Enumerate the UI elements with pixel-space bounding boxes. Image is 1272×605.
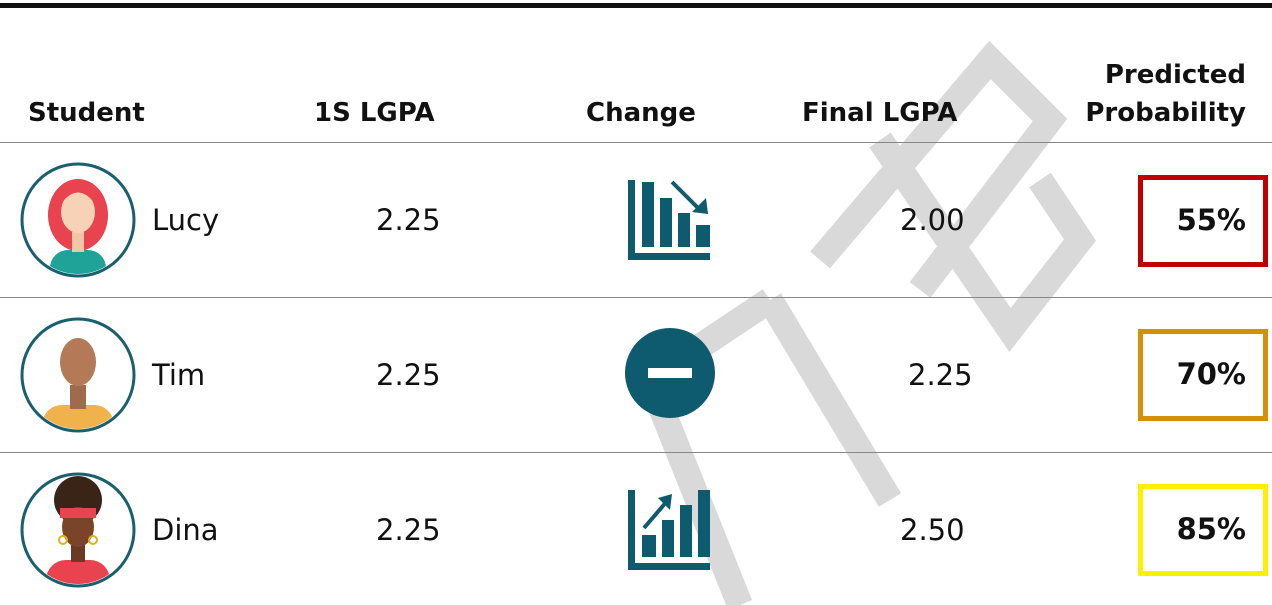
student-name: Lucy: [152, 200, 219, 240]
change-icon-up: [628, 490, 710, 570]
first-lgpa: 2.25: [376, 355, 441, 395]
final-lgpa: 2.50: [900, 510, 965, 550]
change-icon-same: [625, 328, 715, 418]
avatar: [22, 474, 134, 600]
avatar: [22, 164, 134, 290]
probability: 85%: [1177, 512, 1246, 546]
student-name: Tim: [152, 355, 205, 395]
avatar: [22, 319, 134, 445]
page: Student 1S LGPA Change Final LGPA Predic…: [0, 0, 1272, 605]
first-lgpa: 2.25: [376, 510, 441, 550]
first-lgpa: 2.25: [376, 200, 441, 240]
change-icon-down: [628, 180, 710, 260]
final-lgpa: 2.00: [900, 200, 965, 240]
student-name: Dina: [152, 510, 219, 550]
probability: 55%: [1177, 203, 1246, 237]
probability: 70%: [1177, 357, 1246, 391]
final-lgpa: 2.25: [908, 355, 973, 395]
